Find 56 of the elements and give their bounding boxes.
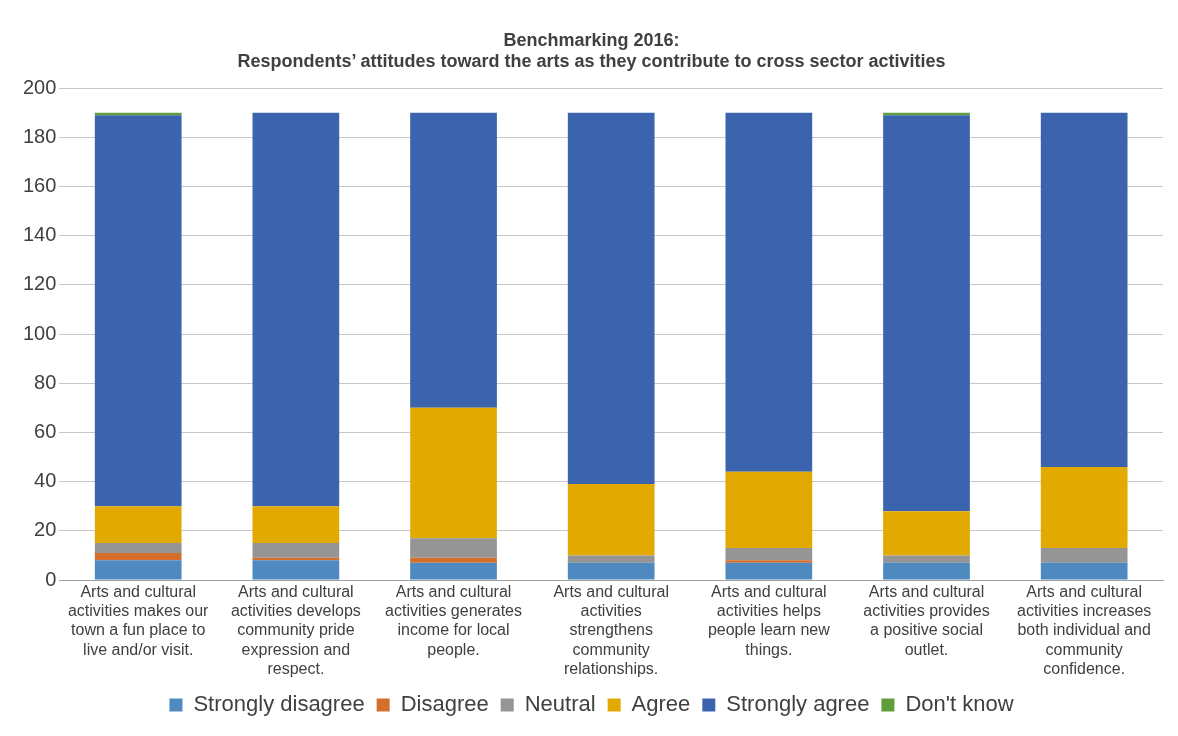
legend-label: Don't know: [905, 691, 1014, 717]
bar: [94, 560, 182, 580]
bar: [410, 538, 497, 558]
x-tick-label: Arts and cultural activities generates income for local people.: [385, 583, 523, 658]
bar: [410, 112, 497, 408]
chart-title: Benchmarking 2016: Respondents’ attitudes toward the arts as they contribute to cross sector activities: [237, 29, 946, 72]
y-tick-label: 140: [22, 223, 57, 246]
bar: [252, 560, 340, 580]
x-tick-label: Arts and cultural activities helps people learn new things.: [707, 583, 831, 658]
bar: [410, 562, 497, 580]
y-tick-label: 0: [45, 567, 57, 590]
y-tick-label: 180: [22, 124, 57, 147]
bar: [252, 543, 340, 558]
bar: [252, 112, 340, 507]
bar: [567, 484, 655, 556]
bar: [567, 555, 655, 563]
legend-label: Agree: [631, 691, 691, 717]
legend-label: Strongly disagree: [193, 691, 365, 717]
bar: [94, 506, 182, 544]
bar: [883, 555, 970, 563]
bar: [1040, 466, 1128, 549]
bar: [1040, 112, 1128, 467]
y-tick-label: 80: [34, 370, 57, 393]
bar: [252, 506, 340, 544]
y-tick-label: 120: [22, 272, 57, 295]
bar: [883, 115, 970, 512]
x-tick-label: Arts and cultural activities increases both individual and community confidence.: [1017, 583, 1152, 677]
bar: [567, 562, 655, 580]
legend-label: Neutral: [524, 691, 596, 717]
bar: [94, 115, 182, 507]
bar: [883, 511, 970, 556]
y-tick-label: 20: [34, 518, 57, 541]
x-tick-label: Arts and cultural activities provides a positive social outlet.: [863, 583, 990, 658]
legend-label: Disagree: [400, 691, 489, 717]
x-tick-label: Arts and cultural activities strengthens community relationships.: [553, 583, 669, 677]
bar: [94, 552, 182, 561]
bar: [410, 407, 497, 539]
bar: [1040, 548, 1128, 563]
bar: [725, 548, 813, 561]
bar: [410, 557, 497, 563]
bar: [725, 112, 813, 472]
y-tick-label: 200: [22, 75, 57, 98]
bar: [567, 112, 655, 485]
x-tick-label: Arts and cultural activities makes our town a fun place to live and/or visit.: [67, 583, 210, 658]
bar: [1040, 562, 1128, 580]
bar: [725, 562, 813, 580]
y-tick-label: 40: [34, 469, 57, 492]
legend-label: Strongly agree: [726, 691, 870, 717]
y-tick-label: 60: [34, 419, 57, 442]
bar: [883, 562, 970, 580]
x-tick-label: Arts and cultural activities develops community pride expression and respect.: [230, 583, 361, 677]
bar: [94, 543, 182, 553]
bar: [725, 471, 813, 549]
bar: [725, 560, 813, 563]
y-tick-label: 100: [22, 321, 57, 344]
y-tick-label: 160: [22, 174, 57, 197]
